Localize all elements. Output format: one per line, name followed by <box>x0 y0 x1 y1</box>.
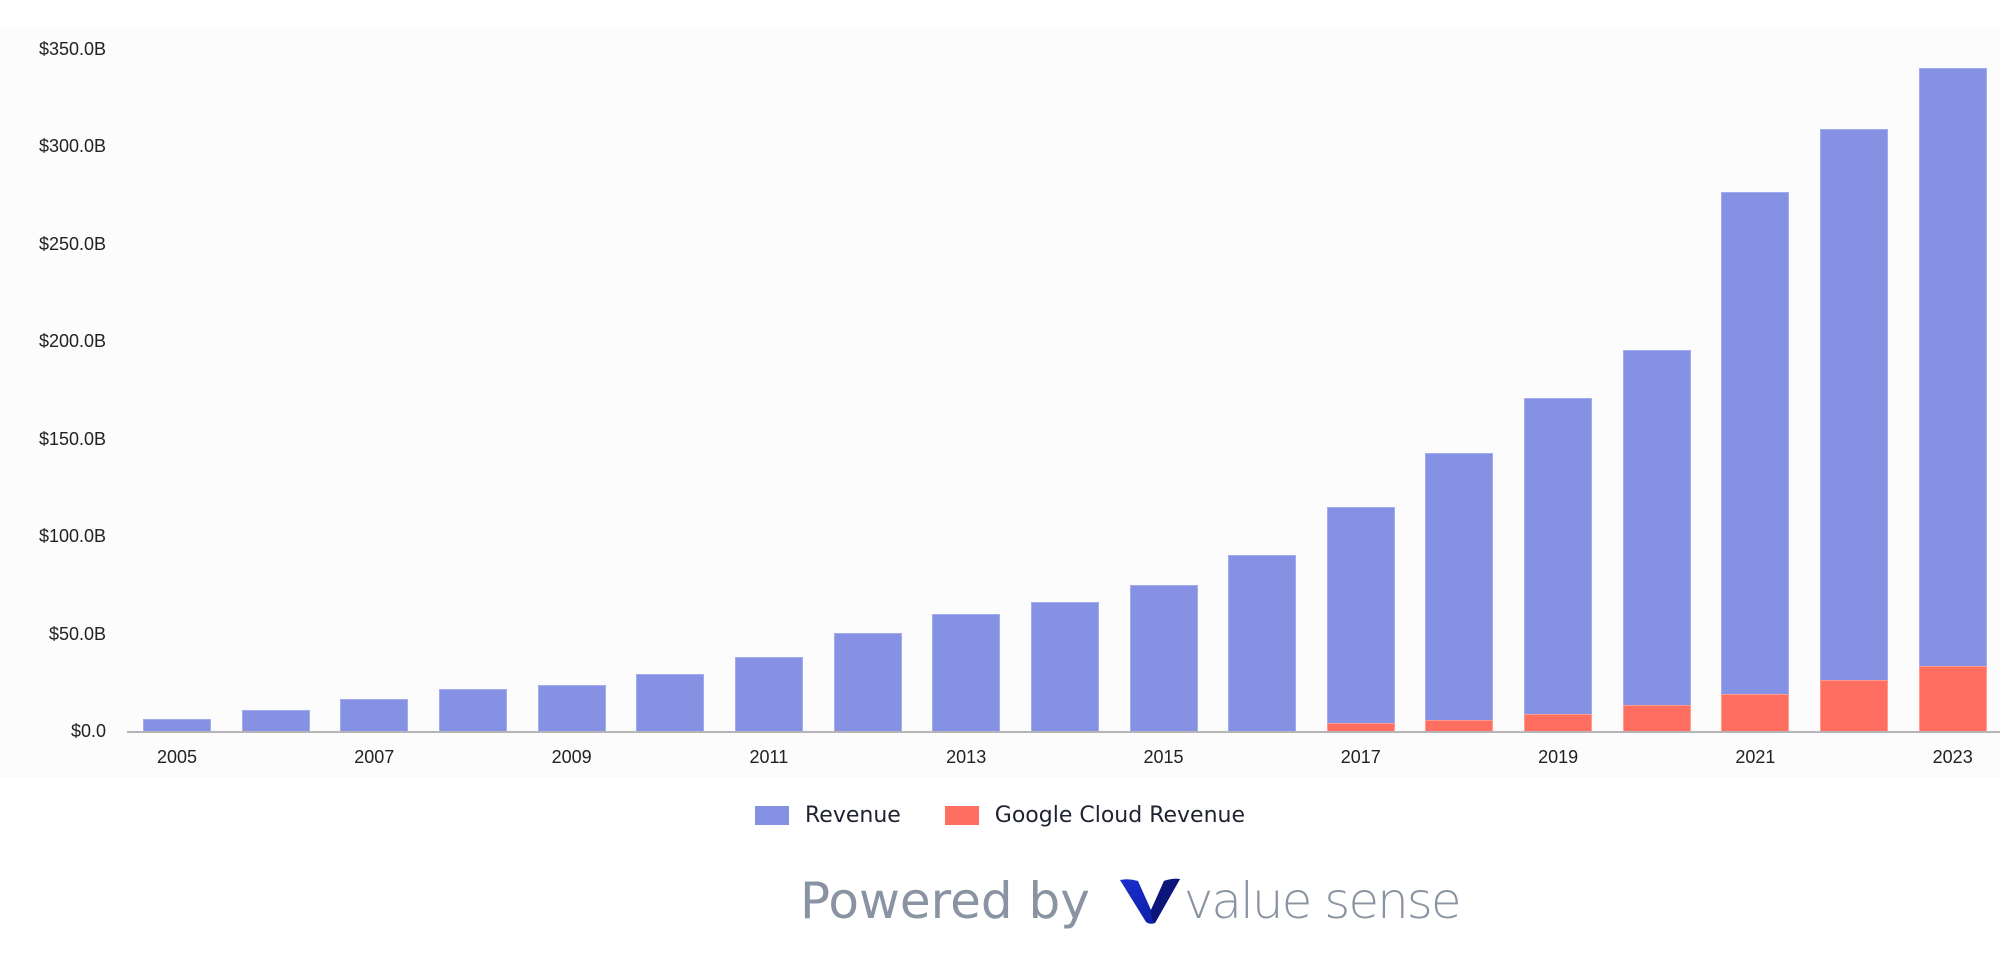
bar-2007[interactable] <box>340 698 409 731</box>
revenue-segment[interactable] <box>1918 67 1987 667</box>
revenue-segment[interactable] <box>340 698 409 731</box>
revenue-segment[interactable] <box>1820 128 1889 680</box>
x-tick-label: 2017 <box>1340 747 1381 767</box>
bar-2016[interactable] <box>1228 555 1297 731</box>
bar-2017[interactable] <box>1326 506 1395 731</box>
y-tick-label: $350.0B <box>38 39 106 59</box>
google-cloud-segment[interactable] <box>1326 723 1395 731</box>
y-tick-label: $250.0B <box>38 233 106 254</box>
legend-label: Revenue <box>804 803 901 828</box>
x-axis-line <box>127 731 2000 733</box>
y-tick-label: $50.0B <box>48 623 106 644</box>
revenue-segment[interactable] <box>1326 506 1395 723</box>
y-tick-label: $300.0B <box>38 136 106 157</box>
revenue-segment[interactable] <box>1721 191 1790 694</box>
value-sense-logo: value sense <box>1119 872 1462 930</box>
revenue-segment[interactable] <box>833 633 902 731</box>
revenue-segment[interactable] <box>1425 453 1494 720</box>
bar-2015[interactable] <box>1129 584 1198 731</box>
revenue-swatch-icon <box>754 806 789 825</box>
revenue-segment[interactable] <box>438 688 507 731</box>
bar-2022[interactable] <box>1820 128 1889 731</box>
google-cloud-segment[interactable] <box>1918 666 1987 731</box>
bar-2006[interactable] <box>241 710 310 731</box>
bar-2019[interactable] <box>1524 398 1593 731</box>
x-tick-label: 2021 <box>1735 747 1776 767</box>
x-tick-label: 2013 <box>946 747 987 767</box>
legend-label: Google Cloud Revenue <box>994 803 1246 828</box>
value-sense-v-icon <box>1119 878 1180 924</box>
powered-by-text: Powered by <box>800 872 1090 930</box>
cloud-swatch-icon <box>944 806 979 825</box>
bar-2008[interactable] <box>438 688 507 731</box>
revenue-segment[interactable] <box>1524 398 1593 714</box>
legend-item-google-cloud-revenue[interactable]: Google Cloud Revenue <box>944 803 1246 828</box>
google-cloud-segment[interactable] <box>1524 713 1593 731</box>
revenue-segment[interactable] <box>636 673 705 731</box>
revenue-segment[interactable] <box>1129 584 1198 731</box>
x-tick-label: 2023 <box>1932 747 1973 767</box>
bar-2020[interactable] <box>1622 349 1691 731</box>
revenue-segment[interactable] <box>1622 349 1691 706</box>
google-cloud-segment[interactable] <box>1622 705 1691 731</box>
google-cloud-segment[interactable] <box>1820 679 1889 731</box>
y-tick-label: $0.0 <box>70 721 106 741</box>
bar-2005[interactable] <box>143 719 211 731</box>
bar-2010[interactable] <box>636 673 705 731</box>
google-cloud-segment[interactable] <box>1425 719 1494 731</box>
google-cloud-segment[interactable] <box>1721 693 1790 731</box>
y-tick-label: $150.0B <box>38 428 106 449</box>
x-tick-label: 2005 <box>156 747 198 767</box>
revenue-segment[interactable] <box>734 657 803 731</box>
x-tick-label: 2015 <box>1143 747 1184 767</box>
x-tick-label: 2011 <box>749 747 789 767</box>
x-tick-label: 2019 <box>1538 747 1579 767</box>
bar-2018[interactable] <box>1425 453 1494 731</box>
x-tick-label: 2009 <box>551 747 592 767</box>
y-tick-label: $100.0B <box>38 526 106 547</box>
revenue-segment[interactable] <box>932 614 1001 731</box>
x-tick-label: 2007 <box>354 747 395 767</box>
revenue-segment[interactable] <box>143 719 211 731</box>
bar-2023[interactable] <box>1918 67 1987 731</box>
revenue-segment[interactable] <box>1228 555 1297 731</box>
brand-name: value sense <box>1183 872 1462 930</box>
bar-2011[interactable] <box>734 657 803 731</box>
bar-2012[interactable] <box>833 633 902 731</box>
legend-item-revenue[interactable]: Revenue <box>754 803 901 828</box>
revenue-segment[interactable] <box>537 684 606 731</box>
y-tick-label: $200.0B <box>38 331 106 352</box>
bar-2014[interactable] <box>1030 602 1099 731</box>
bar-2013[interactable] <box>932 614 1001 731</box>
bar-2009[interactable] <box>537 684 606 731</box>
powered-by-watermark: Powered by value sense <box>800 872 1462 930</box>
revenue-segment[interactable] <box>241 710 310 731</box>
bar-2021[interactable] <box>1721 191 1790 731</box>
legend: Revenue Google Cloud Revenue <box>0 803 2000 828</box>
revenue-segment[interactable] <box>1030 602 1099 731</box>
